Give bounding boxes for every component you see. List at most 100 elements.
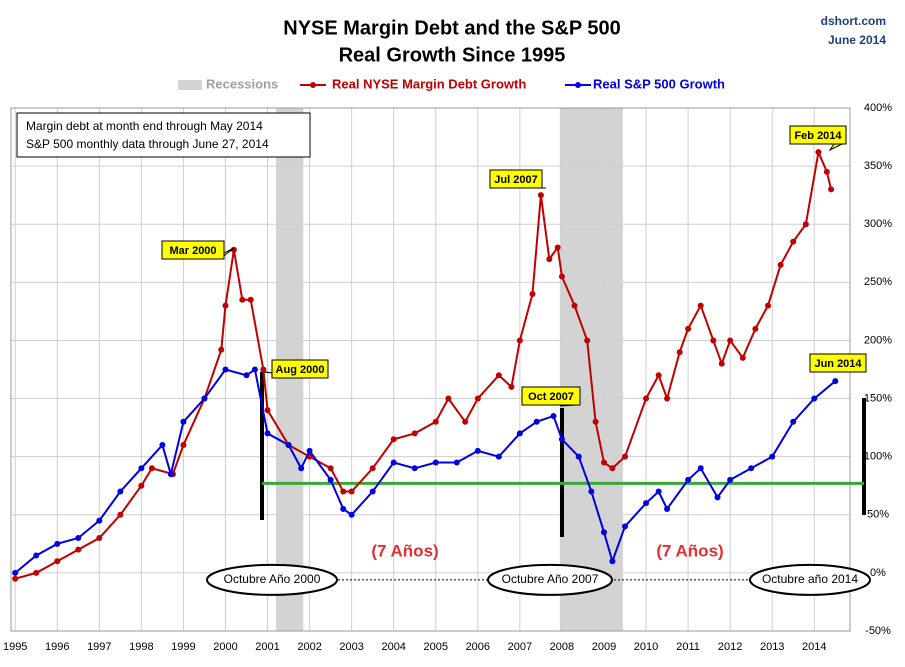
note-text: Margin debt at month end through May 201… <box>26 119 263 133</box>
y-tick-label: 250% <box>864 276 892 288</box>
series-point <box>298 465 305 472</box>
series-point <box>592 418 599 425</box>
series-point <box>558 436 565 443</box>
series-point <box>516 430 523 437</box>
series-point <box>815 149 822 156</box>
series-point <box>348 488 355 495</box>
plot-area <box>10 107 851 632</box>
series-point <box>710 337 717 344</box>
series-point <box>529 290 536 297</box>
series-point <box>571 302 578 309</box>
callout-label: Oct 2007 <box>528 391 574 403</box>
callout-box <box>809 353 867 373</box>
series-point <box>218 346 225 353</box>
ellipse-frame <box>206 563 338 596</box>
x-tick-label: 2009 <box>592 641 616 653</box>
series-point <box>12 569 19 576</box>
series-point <box>609 558 616 565</box>
series-point <box>832 378 839 385</box>
series-point <box>247 296 254 303</box>
legend-marker <box>310 82 316 88</box>
series-point <box>575 453 582 460</box>
ellipse-frame <box>749 563 871 596</box>
series-point <box>802 221 809 228</box>
series-point <box>474 447 481 454</box>
x-tick-label: 1997 <box>87 641 111 653</box>
ellipse-label: Octubre año 2014 <box>762 572 858 586</box>
y-tick-label: 200% <box>864 334 892 346</box>
period-label: (7 Años) <box>656 541 723 560</box>
series-point <box>369 488 376 495</box>
series-point <box>739 354 746 361</box>
series-point <box>748 465 755 472</box>
x-tick-label: 1995 <box>3 641 27 653</box>
note-text: S&P 500 monthly data through June 27, 20… <box>26 137 269 151</box>
series-point <box>96 517 103 524</box>
series-point <box>495 372 502 379</box>
period-label: (7 Años) <box>371 541 438 560</box>
series-point <box>251 366 258 373</box>
ellipse-frame <box>487 563 613 596</box>
series-point <box>75 546 82 553</box>
y-tick-label: 0% <box>870 567 886 579</box>
series-point <box>622 523 629 530</box>
series-point <box>148 465 155 472</box>
date: June 2014 <box>828 33 886 47</box>
series-point <box>340 488 347 495</box>
x-tick-label: 2008 <box>550 641 574 653</box>
series-point <box>159 442 166 449</box>
series-point <box>790 238 797 245</box>
y-tick-label: 400% <box>864 102 892 114</box>
legend-marker <box>575 82 581 88</box>
x-tick-label: 2014 <box>802 641 826 653</box>
series-point <box>348 511 355 518</box>
series-point <box>533 418 540 425</box>
recession-band <box>559 108 623 631</box>
series-point <box>588 488 595 495</box>
legend-label: Real NYSE Margin Debt Growth <box>332 76 526 91</box>
series-point <box>327 465 334 472</box>
series-point <box>600 459 607 466</box>
series-point <box>769 453 776 460</box>
series-point <box>12 575 19 582</box>
x-tick-label: 2007 <box>508 641 532 653</box>
callout-label: Feb 2014 <box>794 130 842 142</box>
series-point <box>727 337 734 344</box>
series-point <box>369 465 376 472</box>
source: dshort.com <box>821 14 886 28</box>
series-point <box>550 412 557 419</box>
x-tick-label: 2006 <box>466 641 490 653</box>
legend-label: Real S&P 500 Growth <box>593 76 725 91</box>
series-point <box>600 529 607 536</box>
ellipse-label: Octubre Año 2007 <box>502 572 599 586</box>
x-tick-label: 2004 <box>381 641 405 653</box>
series-point <box>558 273 565 280</box>
series-point <box>727 476 734 483</box>
series-point <box>697 302 704 309</box>
series-point <box>390 436 397 443</box>
series-point <box>584 337 591 344</box>
callout-box <box>521 386 581 406</box>
x-tick-label: 2003 <box>339 641 363 653</box>
series-point <box>546 256 553 263</box>
series-point <box>790 418 797 425</box>
series-point <box>180 418 187 425</box>
callout-label: Jul 2007 <box>494 174 537 186</box>
series-point <box>260 366 267 373</box>
series-point <box>554 244 561 251</box>
y-tick-label: 150% <box>864 392 892 404</box>
x-tick-label: 1996 <box>45 641 69 653</box>
y-tick-label: -50% <box>865 625 891 637</box>
series-point <box>167 471 174 478</box>
callout-box <box>489 169 543 189</box>
series-point <box>243 372 250 379</box>
series-point <box>685 325 692 332</box>
y-tick-label: 350% <box>864 160 892 172</box>
series-point <box>411 430 418 437</box>
series-point <box>777 261 784 268</box>
callout-pointer <box>828 143 843 152</box>
series-point <box>655 488 662 495</box>
series-point <box>117 511 124 518</box>
